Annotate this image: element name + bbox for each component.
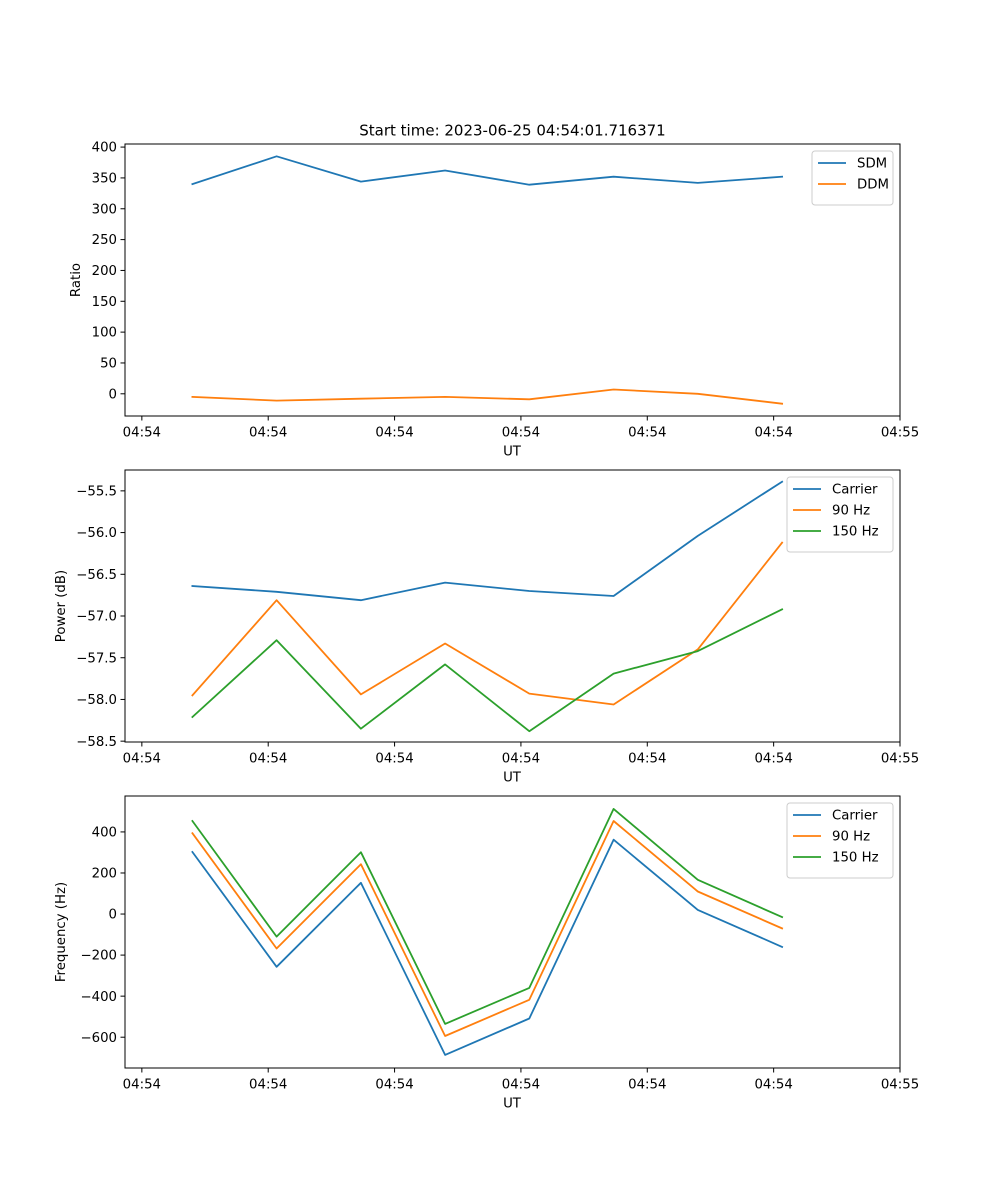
y-tick-label: 200 (92, 264, 117, 279)
legend-label: SDM (857, 157, 887, 172)
legend: SDM DDM (811, 150, 894, 206)
legend-box (811, 150, 894, 206)
y-tick-label: −58.0 (76, 693, 117, 708)
axes-frame (124, 795, 901, 1069)
series-line-carrier (191, 838, 784, 1056)
y-tick-label: −56.0 (76, 526, 117, 541)
chart-panels: 04:54 04:54 04:54 04:54 04:54 04:54 04:55 0 50 10… (54, 141, 919, 1112)
y-tick-label: 0 (109, 387, 117, 402)
axes-frame (124, 143, 901, 417)
series-line-carrier (191, 480, 784, 602)
series-line-90-hz (191, 541, 784, 706)
legend-label: 90 Hz (832, 504, 870, 519)
x-tick-label: 04:54 (754, 1078, 792, 1093)
x-tick-label: 04:54 (249, 752, 287, 767)
x-tick-label: 04:54 (628, 752, 666, 767)
x-tick-label: 04:54 (754, 752, 792, 767)
legend-label: 150 Hz (832, 525, 879, 540)
x-tick-label: 04:54 (249, 1078, 287, 1093)
x-tick-label: 04:54 (754, 426, 792, 441)
y-tick-label: 350 (92, 172, 117, 187)
x-tick-label: 04:54 (628, 426, 666, 441)
y-tick-label: −600 (80, 1031, 117, 1046)
legend-label: Carrier (832, 809, 878, 824)
legend-label: 150 Hz (832, 851, 879, 866)
figure-title: Start time: 2023-06-25 04:54:01.716371 (359, 122, 665, 140)
x-tick-label: 04:54 (628, 1078, 666, 1093)
axes-frame (124, 469, 901, 743)
y-axis-label: Ratio (69, 263, 84, 297)
y-tick-label: −57.5 (76, 651, 117, 666)
y-tick-label: 150 (92, 295, 117, 310)
legend-label: DDM (857, 178, 889, 193)
y-axis-label: Frequency (Hz) (54, 882, 69, 982)
series-line-ddm (191, 388, 784, 405)
x-tick-label: 04:55 (881, 1078, 919, 1093)
legend: Carrier 90 Hz 150 Hz (786, 802, 894, 879)
y-tick-label: 250 (92, 233, 117, 248)
legend-label: 90 Hz (832, 830, 870, 845)
x-tick-label: 04:55 (881, 752, 919, 767)
y-tick-label: −56.5 (76, 568, 117, 583)
series-line-150-hz (191, 808, 784, 1025)
x-tick-label: 04:54 (249, 426, 287, 441)
series-line-sdm (191, 155, 784, 186)
chart-panel-1: 04:54 04:54 04:54 04:54 04:54 04:54 04:55 0 50 10… (69, 141, 919, 460)
x-axis-label: UT (503, 1097, 522, 1112)
x-tick-label: 04:54 (123, 752, 161, 767)
x-tick-label: 04:54 (375, 426, 413, 441)
y-axis-label: Power (dB) (54, 570, 69, 642)
series-line-150-hz (191, 608, 784, 733)
y-tick-label: 50 (100, 357, 117, 372)
legend-label: Carrier (832, 483, 878, 498)
x-tick-label: 04:54 (123, 426, 161, 441)
y-tick-label: −57.0 (76, 610, 117, 625)
y-tick-label: −200 (80, 949, 117, 964)
x-axis-label: UT (503, 771, 522, 786)
y-tick-label: −58.5 (76, 735, 117, 750)
x-tick-label: 04:54 (502, 752, 540, 767)
legend-box (786, 802, 894, 879)
legend: Carrier 90 Hz 150 Hz (786, 476, 894, 553)
chart-panel-3: 04:54 04:54 04:54 04:54 04:54 04:54 04:55 −600 −… (54, 795, 919, 1112)
legend-box (786, 476, 894, 553)
y-tick-label: 300 (92, 202, 117, 217)
y-tick-label: 100 (92, 326, 117, 341)
y-tick-label: −55.5 (76, 484, 117, 499)
y-tick-label: 400 (92, 826, 117, 841)
series-line-90-hz (191, 820, 784, 1037)
x-tick-label: 04:54 (375, 752, 413, 767)
chart-panel-2: 04:54 04:54 04:54 04:54 04:54 04:54 04:55 −58.5… (54, 469, 919, 786)
y-tick-label: −400 (80, 990, 117, 1005)
x-axis-label: UT (503, 445, 522, 460)
x-tick-label: 04:54 (502, 1078, 540, 1093)
x-tick-label: 04:54 (123, 1078, 161, 1093)
y-tick-label: 200 (92, 867, 117, 882)
x-tick-label: 04:54 (502, 426, 540, 441)
y-tick-label: 0 (109, 908, 117, 923)
x-tick-label: 04:55 (881, 426, 919, 441)
y-tick-label: 400 (92, 141, 117, 156)
x-tick-label: 04:54 (375, 1078, 413, 1093)
